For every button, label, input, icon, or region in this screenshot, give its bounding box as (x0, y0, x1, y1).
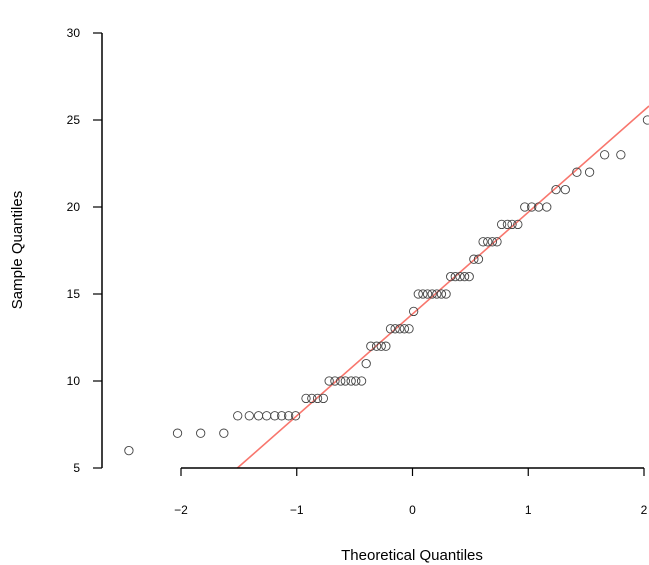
y-tick-label: 15 (67, 287, 81, 301)
data-point (409, 306, 419, 317)
y-tick-label: 10 (67, 374, 81, 388)
data-point (478, 237, 488, 247)
data-point (507, 219, 517, 230)
data-point (502, 219, 513, 230)
data-point (244, 411, 254, 421)
x-tick-label: 1 (525, 503, 532, 517)
data-point (422, 289, 433, 299)
y-tick-label: 5 (73, 461, 80, 475)
x-axis-title: Theoretical Quantiles (341, 547, 483, 564)
x-tick-label: −1 (290, 503, 304, 517)
y-tick-label: 25 (67, 113, 81, 127)
data-point (572, 167, 582, 177)
y-axis-ticks: 5 10 15 20 25 30 (67, 26, 102, 475)
data-point (418, 289, 428, 299)
data-point (450, 271, 460, 282)
data-point (312, 393, 323, 404)
x-tick-label: −2 (174, 503, 188, 517)
data-point (399, 324, 410, 334)
x-tick-label: 0 (409, 503, 416, 517)
data-point (277, 411, 287, 421)
data-point (196, 428, 206, 438)
data-point (413, 289, 423, 299)
data-point (441, 289, 451, 299)
y-tick-label: 20 (67, 200, 81, 214)
data-point (464, 271, 474, 282)
data-point (290, 411, 301, 421)
data-point (492, 237, 502, 247)
x-tick-label: 2 (641, 503, 648, 517)
data-point (473, 254, 484, 264)
data-point (283, 411, 294, 421)
data-point (459, 271, 470, 282)
data-point (336, 376, 346, 386)
data-point (371, 341, 382, 351)
x-axis-ticks: −2 −1 0 1 2 (174, 468, 648, 517)
y-tick-label: 30 (67, 26, 81, 40)
data-point (270, 411, 280, 421)
data-point (262, 411, 272, 421)
data-point (219, 428, 229, 438)
data-point (584, 167, 595, 177)
data-point (324, 376, 334, 386)
data-point (551, 184, 561, 195)
data-point (376, 341, 386, 351)
data-point (301, 393, 311, 404)
data-point (330, 376, 340, 386)
data-point (487, 237, 498, 247)
data-point (616, 150, 626, 160)
data-point (496, 219, 507, 230)
data-point (527, 202, 537, 212)
reference-line (236, 105, 649, 469)
points-layer (124, 115, 649, 456)
data-point (381, 341, 391, 351)
data-point (436, 289, 447, 299)
data-point (427, 289, 437, 299)
data-point (385, 324, 396, 334)
y-axis-title: Sample Quantiles (9, 191, 26, 309)
data-point (253, 411, 264, 421)
data-point (520, 202, 530, 212)
data-point (390, 324, 400, 334)
data-point (483, 237, 493, 247)
data-point (432, 289, 442, 299)
data-point (361, 358, 371, 369)
data-point (172, 428, 183, 438)
data-point (340, 376, 351, 386)
data-point (560, 184, 570, 195)
data-point (542, 202, 552, 212)
reference-line-layer (236, 105, 649, 469)
data-point (356, 376, 367, 386)
data-point (318, 393, 329, 404)
data-point (307, 393, 317, 404)
data-point (351, 376, 361, 386)
data-point (599, 150, 610, 160)
data-point (446, 271, 456, 282)
data-point (233, 411, 243, 421)
data-point (346, 376, 356, 386)
data-point (395, 324, 405, 334)
data-point (469, 254, 479, 264)
data-point (642, 115, 649, 125)
data-point (404, 324, 414, 334)
data-point (455, 271, 465, 282)
data-point (366, 341, 376, 351)
data-point (513, 219, 523, 230)
data-point (124, 445, 134, 456)
